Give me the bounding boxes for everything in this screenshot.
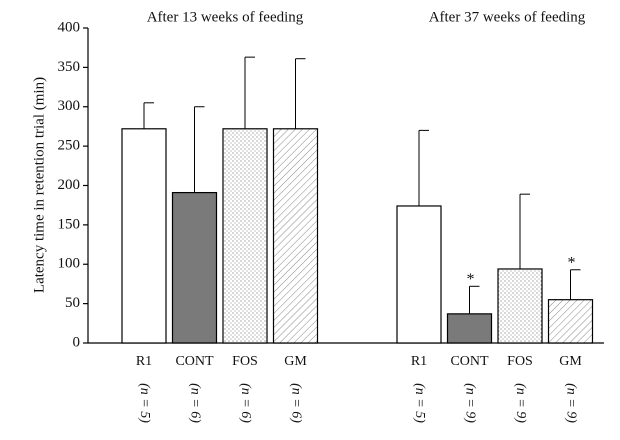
bar — [446, 313, 493, 344]
x-tick-label: CONT — [450, 354, 489, 369]
x-tick-label: GM — [284, 354, 307, 369]
sample-size: (n = 5) — [412, 383, 427, 423]
x-tick-label: GM — [559, 354, 582, 369]
bar — [121, 128, 167, 344]
sample-size: (n = 9) — [563, 383, 578, 423]
bar — [547, 299, 594, 344]
y-tick-label: 400 — [58, 19, 81, 35]
bar — [222, 128, 268, 344]
group-title: After 13 weeks of feeding — [147, 9, 304, 25]
sample-size: (n = 9) — [513, 383, 528, 423]
group-title: After 37 weeks of feeding — [429, 9, 586, 25]
annotation: * — [467, 271, 475, 288]
y-tick-label: 250 — [58, 138, 81, 154]
annotation: * — [568, 254, 576, 271]
sample-size: (n = 6) — [238, 383, 253, 423]
sample-size: (n = 6) — [187, 383, 202, 423]
bar — [497, 268, 543, 344]
sample-size: (n = 9) — [462, 383, 477, 423]
sample-size: (n = 5) — [137, 383, 152, 423]
bar — [171, 191, 218, 344]
y-tick-label: 300 — [58, 98, 81, 114]
y-axis-label: Latency time in retention trial (min) — [31, 77, 47, 293]
y-tick-label: 0 — [73, 334, 81, 350]
bar — [272, 128, 319, 344]
x-tick-label: R1 — [136, 354, 152, 369]
y-tick-label: 150 — [58, 216, 81, 232]
y-tick-label: 200 — [58, 177, 81, 193]
sample-size: (n = 6) — [288, 383, 303, 423]
y-tick-label: 350 — [58, 59, 81, 75]
bar — [396, 205, 442, 344]
y-tick-label: 100 — [58, 256, 81, 272]
y-tick-label: 50 — [65, 295, 80, 311]
x-tick-label: FOS — [232, 354, 258, 369]
x-tick-label: CONT — [175, 354, 214, 369]
x-tick-label: FOS — [507, 354, 533, 369]
x-tick-label: R1 — [411, 354, 427, 369]
